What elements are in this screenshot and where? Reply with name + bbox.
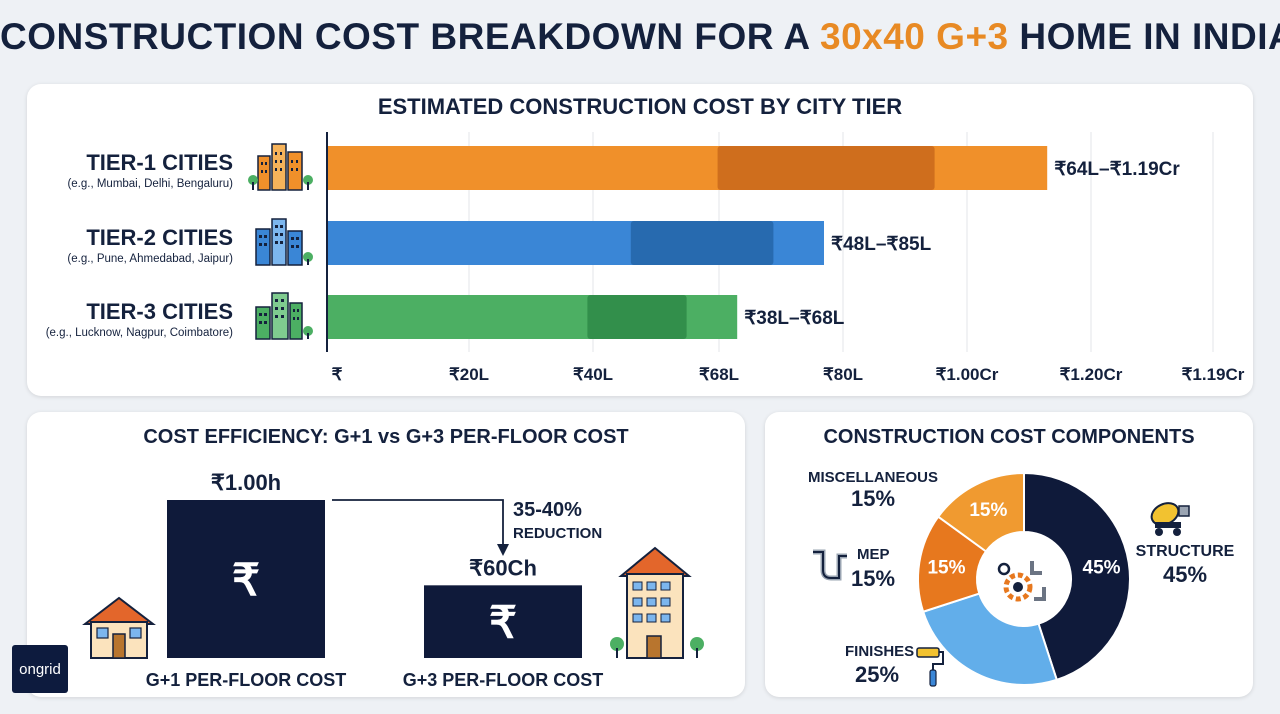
house-icon xyxy=(82,596,156,659)
tick-label-7: ₹1.19Cr xyxy=(1182,365,1245,384)
mep-pct: 15% xyxy=(851,566,895,591)
page-title: CONSTRUCTION COST BREAKDOWN FOR A 30x40 … xyxy=(0,16,1280,58)
finishes-pct: 25% xyxy=(855,662,899,687)
mep-label: MEP xyxy=(857,546,890,563)
tier3-name: TIER-3 CITIES xyxy=(86,299,233,324)
g1-per-floor-bar xyxy=(167,500,325,658)
tier-bar-label-3: ₹38L–₹68L xyxy=(744,308,845,329)
g1-value-label: ₹1.00h xyxy=(211,470,281,495)
city-buildings-blue-icon xyxy=(255,218,313,266)
gear-icon xyxy=(997,561,1046,602)
pipe-icon xyxy=(813,549,847,581)
paint-roller-icon xyxy=(916,647,944,687)
title-highlight: 30x40 G+3 xyxy=(820,16,1009,57)
reduction-label: REDUCTION xyxy=(513,525,602,542)
ongrid-logo: ongrid xyxy=(12,645,68,693)
tier-bar-1 xyxy=(328,146,1048,190)
city-buildings-orange-icon xyxy=(248,143,313,191)
tick-label-1: ₹20L xyxy=(449,365,489,384)
tier1-examples: (e.g., Mumbai, Delhi, Bengaluru) xyxy=(67,178,233,190)
tier2-name: TIER-2 CITIES xyxy=(86,225,233,250)
pie-slice-label-miscellaneous: 15% xyxy=(969,500,1007,521)
pie-slice-label-structure: 45% xyxy=(1083,558,1121,579)
tier-bar-chart: ₹ ₹20L ₹40L ₹68L ₹80L ₹1.00Cr ₹1.20Cr ₹1.19Cr ₹6… xyxy=(326,132,1245,384)
tier-range-band-3 xyxy=(587,295,687,339)
tick-label-3: ₹68L xyxy=(699,365,739,384)
cost-components-panel: CONSTRUCTION COST COMPONENTS MISCELLANEO… xyxy=(765,412,1253,697)
donut-center xyxy=(979,534,1069,624)
title-part2: HOME IN INDIA xyxy=(1008,16,1280,57)
efficiency-bar-chart: ₹ ₹1.00h G+1 PER-FLOOR COST ₹ ₹60Ch G+3 PER-F… xyxy=(82,470,704,690)
pie-slice-structure xyxy=(1023,471,1131,682)
title-part1: CONSTRUCTION COST BREAKDOWN FOR A xyxy=(0,16,820,57)
reduction-connector xyxy=(332,499,504,546)
g3-per-floor-bar xyxy=(424,585,582,658)
rupee-icon: ₹ xyxy=(489,599,517,648)
reduction-percent: 35-40% xyxy=(513,499,582,521)
finishes-label: FINISHES xyxy=(845,643,914,660)
tier-range-band-1 xyxy=(717,146,935,190)
tick-label-2: ₹40L xyxy=(573,365,613,384)
tick-label-5: ₹1.00Cr xyxy=(936,365,999,384)
city-tier-chart-panel: ESTIMATED CONSTRUCTION COST BY CITY TIER… xyxy=(27,84,1253,396)
components-title: CONSTRUCTION COST COMPONENTS xyxy=(823,426,1195,448)
tick-label-4: ₹80L xyxy=(823,365,863,384)
cost-efficiency-panel: COST EFFICIENCY: G+1 vs G+3 PER-FLOOR CO… xyxy=(27,412,745,697)
misc-pct: 15% xyxy=(851,486,895,511)
arrow-down-icon xyxy=(497,544,509,556)
tick-label-0: ₹ xyxy=(332,365,343,384)
tier1-name: TIER-1 CITIES xyxy=(86,150,233,175)
structure-label: STRUCTURE xyxy=(1136,543,1235,560)
misc-label: MISCELLANEOUS xyxy=(808,469,938,486)
pie-slice-miscellaneous xyxy=(936,471,1025,553)
structure-pct: 45% xyxy=(1163,562,1207,587)
tier2-examples: (e.g., Pune, Ahmedabad, Jaipur) xyxy=(67,253,233,265)
tier-chart-title: ESTIMATED CONSTRUCTION COST BY CITY TIER xyxy=(377,94,903,119)
cost-components-pie-chart: MISCELLANEOUS 15% MEP 15% FINISHES 25% S… xyxy=(808,469,1235,687)
apartment-building-icon xyxy=(610,546,704,659)
pie-slice-label-mep: 15% xyxy=(927,558,965,579)
g3-value-label: ₹60Ch xyxy=(469,555,537,580)
tier-range-band-2 xyxy=(630,221,774,265)
tick-label-6: ₹1.20Cr xyxy=(1060,365,1123,384)
tier3-examples: (e.g., Lucknow, Nagpur, Coimbatore) xyxy=(45,327,233,339)
pie-slice-finishes xyxy=(921,592,1059,686)
rupee-icon: ₹ xyxy=(232,556,260,605)
cement-mixer-icon xyxy=(1150,502,1190,536)
city-buildings-green-icon xyxy=(255,292,313,340)
efficiency-title: COST EFFICIENCY: G+1 vs G+3 PER-FLOOR CO… xyxy=(143,426,629,448)
tier-bar-label-2: ₹48L–₹85L xyxy=(831,234,932,255)
g1-caption: G+1 PER-FLOOR COST xyxy=(146,670,347,690)
tier-bar-label-1: ₹64L–₹1.19Cr xyxy=(1054,159,1180,180)
g3-caption: G+3 PER-FLOOR COST xyxy=(403,670,604,690)
